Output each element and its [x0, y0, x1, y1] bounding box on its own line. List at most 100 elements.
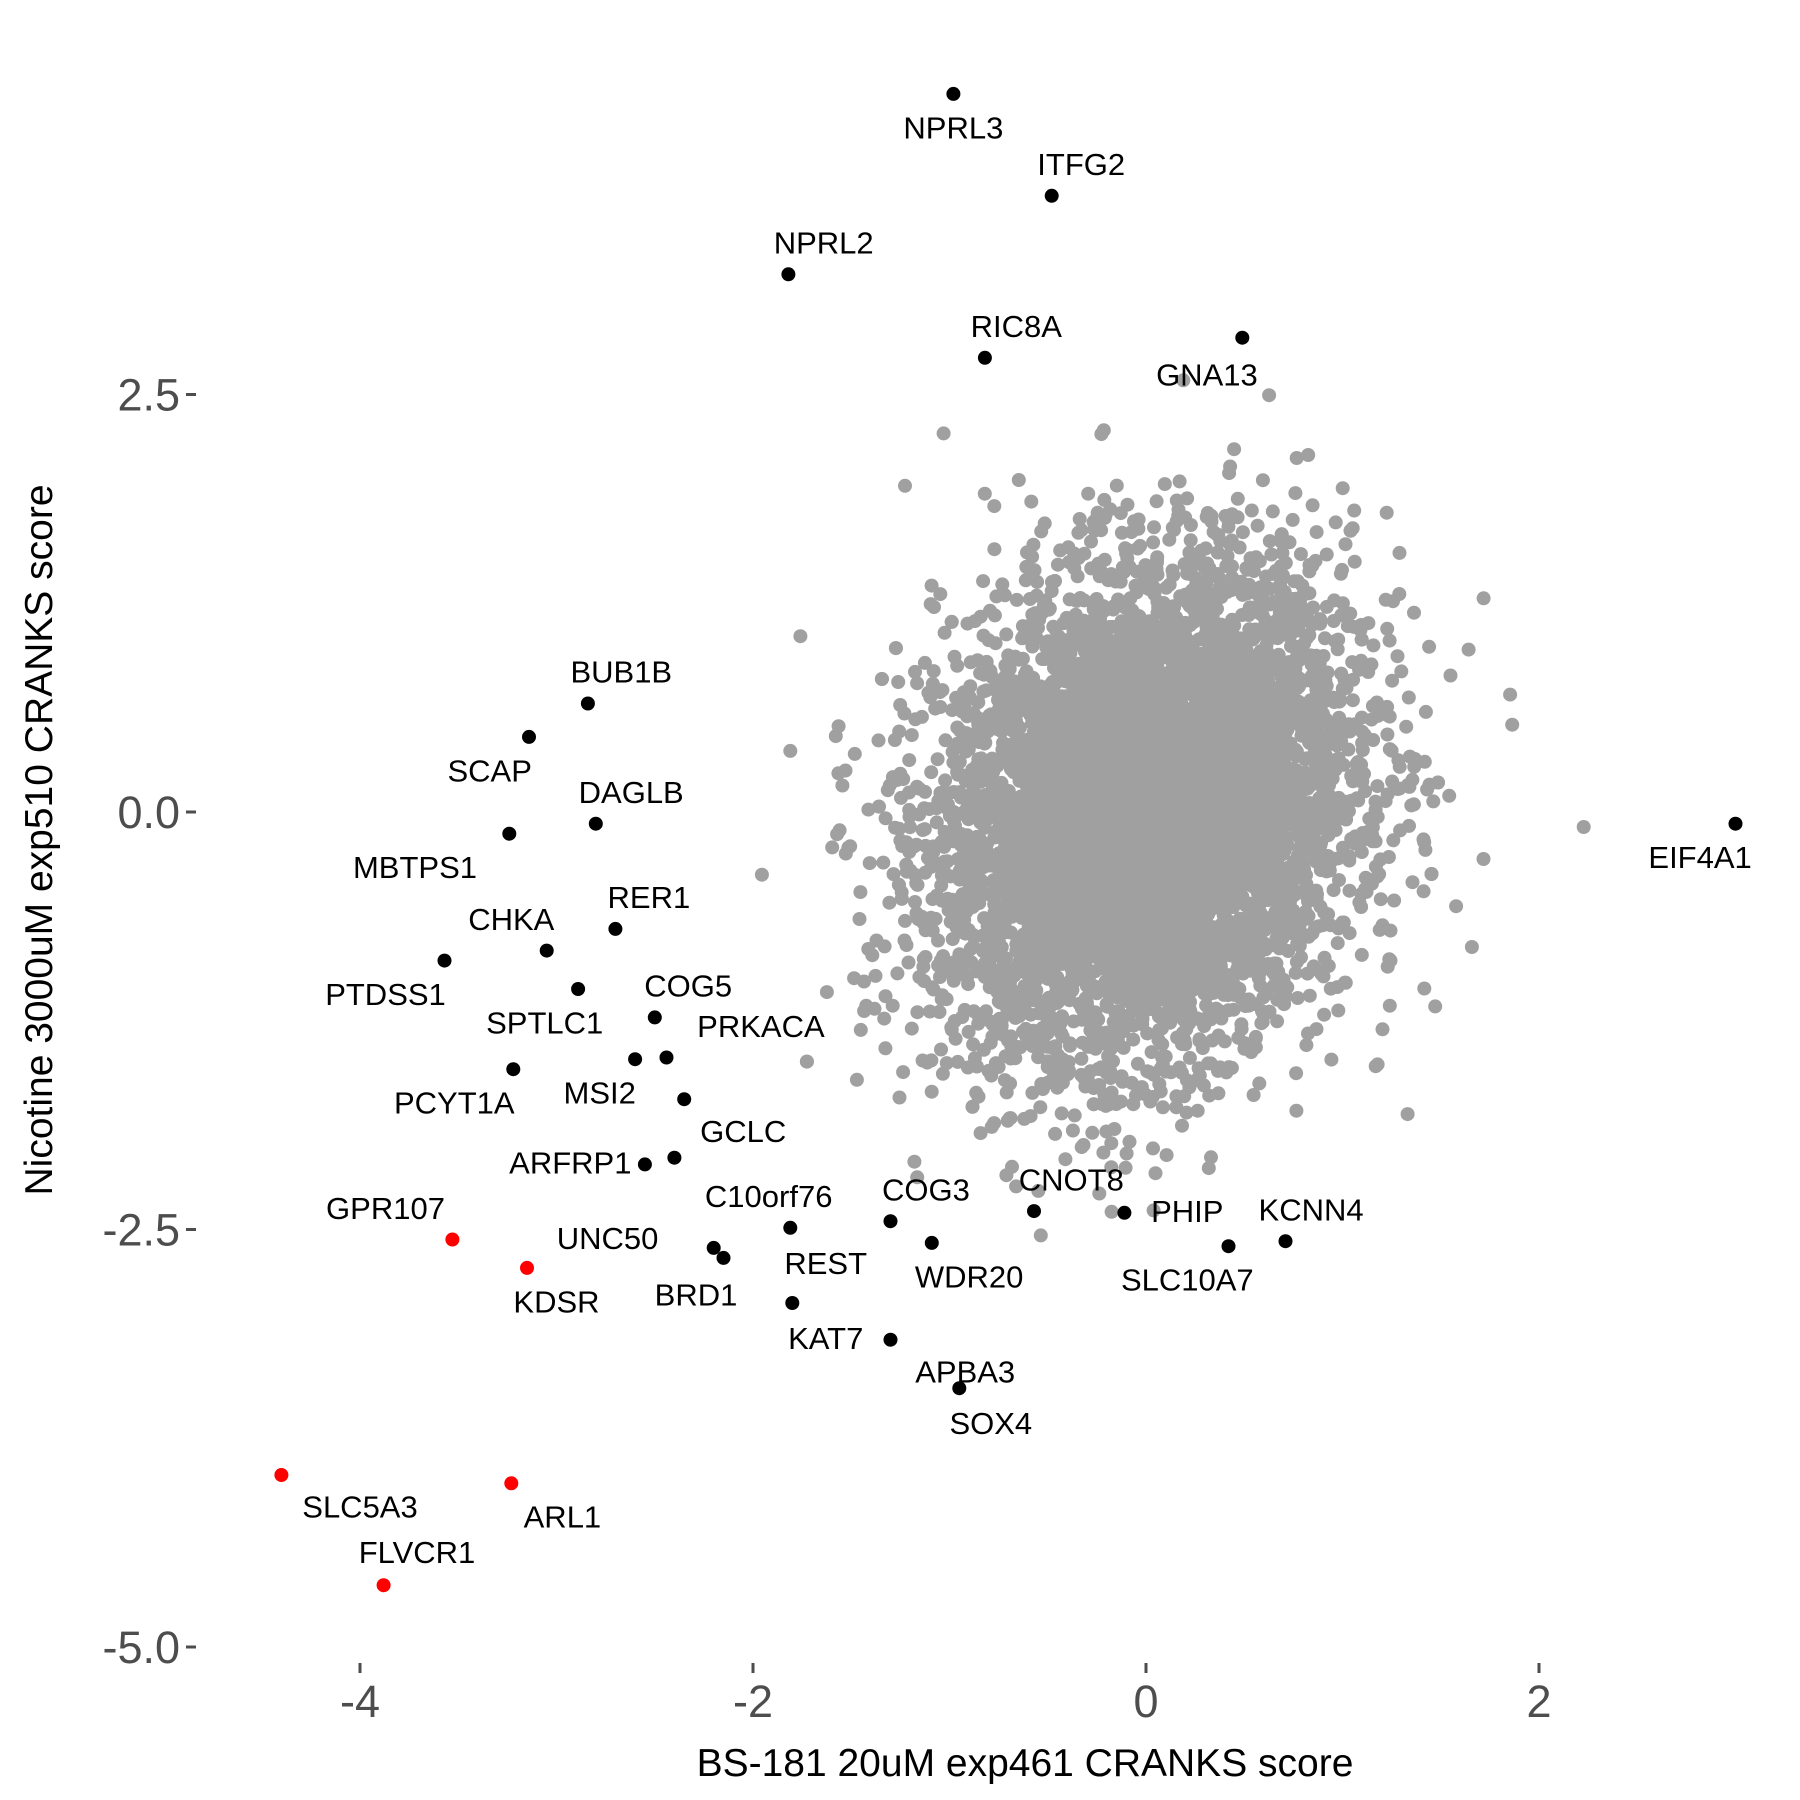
background-point: [1096, 1145, 1111, 1160]
background-point: [882, 895, 897, 910]
background-point: [1092, 569, 1107, 584]
background-point: [847, 746, 862, 761]
background-point: [999, 1085, 1014, 1100]
background-point: [1176, 373, 1191, 388]
background-point: [1373, 892, 1388, 907]
background-point: [1011, 473, 1026, 487]
background-point: [1104, 1204, 1119, 1219]
background-point: [1146, 535, 1161, 550]
background-point: [1405, 875, 1420, 890]
background-point: [1109, 478, 1124, 493]
background-point: [1316, 649, 1331, 663]
background-points: [754, 373, 1591, 1243]
background-point: [878, 811, 893, 826]
background-point: [924, 765, 939, 780]
background-point: [1208, 973, 1223, 988]
background-point: [1146, 1203, 1161, 1218]
background-point: [1319, 864, 1334, 879]
background-point: [1002, 1111, 1017, 1126]
background-point: [1227, 442, 1242, 457]
background-point: [878, 989, 893, 1004]
background-point: [1342, 883, 1357, 898]
background-point: [1301, 448, 1316, 462]
background-point: [1031, 1050, 1046, 1065]
background-point: [1058, 1152, 1073, 1167]
background-point: [995, 577, 1010, 592]
background-point: [926, 664, 941, 679]
background-point: [947, 1014, 962, 1028]
background-point: [961, 977, 976, 992]
background-point: [910, 676, 925, 691]
background-point: [999, 627, 1014, 642]
background-point: [918, 865, 933, 880]
background-point: [1155, 1100, 1170, 1115]
background-point: [935, 1066, 950, 1081]
background-point: [1074, 1140, 1089, 1155]
background-point: [935, 683, 950, 698]
background-point: [1386, 833, 1401, 848]
background-point: [878, 1041, 893, 1056]
background-point: [1070, 569, 1085, 584]
background-point: [1354, 845, 1369, 860]
background-point: [1394, 664, 1409, 679]
background-point: [1018, 573, 1033, 588]
background-point: [1400, 1107, 1415, 1122]
background-point: [976, 684, 991, 699]
background-point: [876, 855, 891, 870]
background-point: [1252, 1076, 1267, 1091]
background-point: [857, 974, 871, 989]
background-point: [907, 1154, 922, 1169]
background-point: [1354, 947, 1369, 962]
background-point: [1214, 1011, 1229, 1026]
background-point: [936, 426, 951, 441]
background-point: [1302, 988, 1317, 1003]
background-point: [1148, 1166, 1163, 1181]
background-point: [1009, 1179, 1024, 1194]
background-point: [1201, 1161, 1216, 1176]
background-point: [987, 499, 1002, 514]
background-point: [1152, 1077, 1167, 1091]
background-point: [783, 743, 798, 758]
background-point: [892, 821, 907, 836]
background-point: [1126, 1032, 1141, 1047]
background-point: [1194, 543, 1209, 558]
background-point: [793, 629, 808, 644]
background-point: [1310, 963, 1325, 977]
background-point: [1402, 818, 1416, 833]
background-point: [1157, 477, 1172, 492]
background-point: [849, 1072, 864, 1087]
background-point: [1443, 668, 1458, 683]
background-point: [951, 754, 966, 769]
background-point: [1066, 1014, 1081, 1029]
background-point: [1321, 828, 1336, 843]
background-point: [1305, 558, 1320, 573]
background-point: [1347, 554, 1362, 569]
background-point: [1417, 981, 1432, 996]
background-point: [1233, 990, 1248, 1005]
background-point: [1165, 563, 1180, 578]
background-point: [934, 1042, 948, 1057]
background-point: [1269, 956, 1284, 971]
background-point: [966, 1037, 981, 1052]
background-point: [923, 597, 938, 612]
background-point: [1069, 624, 1084, 639]
background-point: [1149, 494, 1164, 509]
background-point: [1342, 926, 1357, 941]
background-point: [1383, 923, 1398, 938]
background-point: [903, 820, 917, 835]
background-point: [892, 1090, 907, 1105]
background-point: [1370, 779, 1385, 794]
background-point: [1235, 525, 1250, 540]
background-point: [960, 616, 975, 631]
background-point: [1317, 631, 1332, 646]
background-point: [1319, 547, 1334, 562]
background-point: [1084, 534, 1098, 549]
background-point: [1190, 1103, 1205, 1118]
background-point: [1025, 1085, 1040, 1100]
background-point: [987, 1116, 1002, 1131]
background-point: [1505, 717, 1520, 732]
background-point: [1119, 1146, 1134, 1161]
background-point: [1366, 638, 1381, 653]
background-point: [1143, 1094, 1158, 1109]
background-point: [908, 664, 922, 679]
